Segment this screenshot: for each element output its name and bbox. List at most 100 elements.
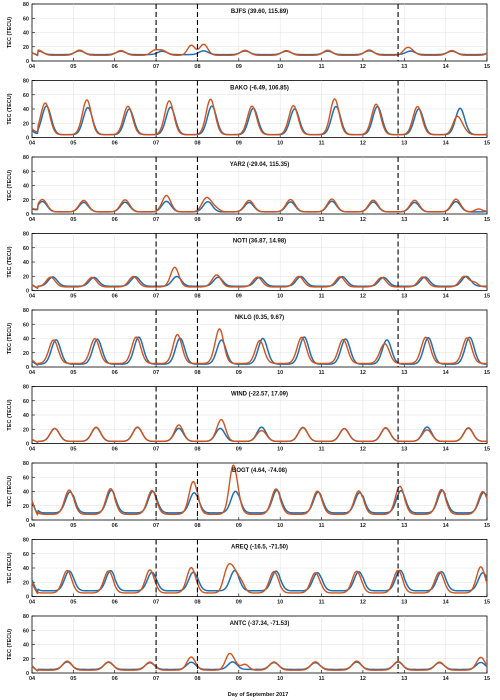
y-tick-label: 60 [23,399,29,405]
x-tick-label: 09 [236,64,242,70]
series-line-observed [31,418,488,443]
x-tick-label: 07 [153,64,159,70]
chart-panel-3: 0 20 40 60 80 04 05 06 07 08 09 10 11 12 13 14 15 TEC (TE… [7,155,490,223]
y-tick-label: 80 [23,461,29,467]
x-tick-label: 12 [360,600,366,606]
chart-panel-9: 0 20 40 60 80 04 05 06 07 08 09 10 11 12 13 14 15 TEC (TE… [7,614,490,682]
x-tick-label: 07 [153,141,159,147]
x-tick-label: 13 [401,64,407,70]
x-tick-label: 06 [112,523,118,529]
x-tick-label: 13 [401,294,407,300]
panel-title: NKLG (0.35, 9.67) [235,315,284,321]
x-tick-label: 07 [153,217,159,223]
x-tick-label: 04 [29,294,36,300]
y-tick-label: 80 [23,538,29,544]
x-tick-label: 12 [360,217,366,223]
x-tick-label: 10 [277,600,283,606]
x-tick-label: 04 [29,523,36,529]
series-line-model [31,569,488,593]
x-tick-label: 13 [401,217,407,223]
x-tick-label: 09 [236,523,242,529]
x-tick-label: 12 [360,370,366,376]
x-tick-label: 05 [70,217,76,223]
panel-title: NOTI (36.87, 14.98) [233,239,286,245]
x-tick-label: 12 [360,447,366,453]
panel-title: BAKO (-6.49, 106.85) [230,86,289,92]
x-tick-label: 14 [443,370,450,376]
x-tick-label: 06 [112,64,118,70]
y-tick-label: 80 [23,385,29,391]
series-line-observed [31,43,488,56]
y-tick-label: 60 [23,552,29,558]
panel-title: WIND (-22.57, 17.09) [231,392,288,398]
x-tick-label: 07 [153,370,159,376]
x-tick-label: 15 [484,600,490,606]
y-tick-label: 40 [23,184,29,190]
y-tick-label: 0 [26,212,29,218]
x-tick-label: 13 [401,523,407,529]
x-tick-label: 13 [401,370,407,376]
x-tick-label: 15 [484,523,490,529]
chart-panel-7: 0 20 40 60 80 04 05 06 07 08 09 10 11 12 13 14 15 TEC (TE… [7,461,490,529]
y-tick-label: 20 [23,45,29,51]
x-tick-label: 15 [484,141,490,147]
x-tick-label: 08 [194,141,200,147]
x-tick-label: 11 [319,523,325,529]
y-tick-label: 60 [23,322,29,328]
x-tick-label: 14 [443,447,450,453]
x-tick-label: 14 [443,217,450,223]
y-tick-label: 0 [26,442,29,448]
y-tick-label: 20 [23,580,29,586]
x-tick-label: 09 [236,447,242,453]
x-tick-label: 10 [277,523,283,529]
y-tick-label: 60 [23,475,29,481]
x-tick-label: 10 [277,141,283,147]
x-tick-label: 13 [401,676,407,682]
x-tick-label: 13 [401,141,407,147]
y-tick-label: 80 [23,232,29,238]
chart-panel-8: 0 20 40 60 80 04 05 06 07 08 09 10 11 12 13 14 15 TEC (TE… [7,538,490,606]
y-tick-label: 60 [23,16,29,22]
x-tick-label: 14 [443,141,450,147]
y-axis-title: TEC (TECU) [7,476,13,507]
y-axis-title: TEC (TECU) [7,17,13,48]
x-tick-label: 13 [401,600,407,606]
x-tick-label: 08 [194,676,200,682]
x-tick-label: 06 [112,370,118,376]
x-tick-label: 04 [29,217,36,223]
y-tick-label: 40 [23,413,29,419]
x-axis-title: Day of September 2017 [228,692,289,698]
x-tick-label: 06 [112,600,118,606]
chart-panel-1: 0 20 40 60 80 04 05 06 07 08 09 10 11 12 13 14 15 TEC (TE… [7,2,490,70]
x-tick-label: 11 [319,217,325,223]
x-tick-label: 09 [236,676,242,682]
y-tick-label: 60 [23,93,29,99]
x-tick-label: 12 [360,294,366,300]
panels-group: 0 20 40 60 80 04 05 06 07 08 09 10 11 12 13 14 15 TEC (TE… [7,2,490,682]
y-tick-label: 20 [23,427,29,433]
y-tick-label: 20 [23,351,29,357]
series-line-observed [31,652,488,672]
y-tick-label: 0 [26,671,29,677]
y-tick-label: 60 [23,628,29,634]
x-tick-label: 11 [319,676,325,682]
x-tick-label: 06 [112,217,118,223]
panel-title: BOGT (4.64, -74.08) [232,468,287,474]
x-tick-label: 07 [153,523,159,529]
x-tick-label: 15 [484,370,490,376]
x-tick-label: 06 [112,294,118,300]
x-tick-label: 14 [443,64,450,70]
x-tick-label: 04 [29,447,36,453]
x-tick-label: 04 [29,370,36,376]
x-tick-label: 11 [319,141,325,147]
panel-title: AREQ (-16.5, -71.50) [231,545,288,551]
y-tick-label: 80 [23,614,29,620]
panel-title: ANTC (-37.34, -71.53) [230,621,290,627]
y-tick-label: 60 [23,246,29,252]
x-tick-label: 14 [443,676,450,682]
x-tick-label: 15 [484,64,490,70]
x-tick-label: 10 [277,64,283,70]
y-axis-title: TEC (TECU) [7,323,13,354]
x-tick-label: 10 [277,447,283,453]
series-line-observed [31,328,488,366]
